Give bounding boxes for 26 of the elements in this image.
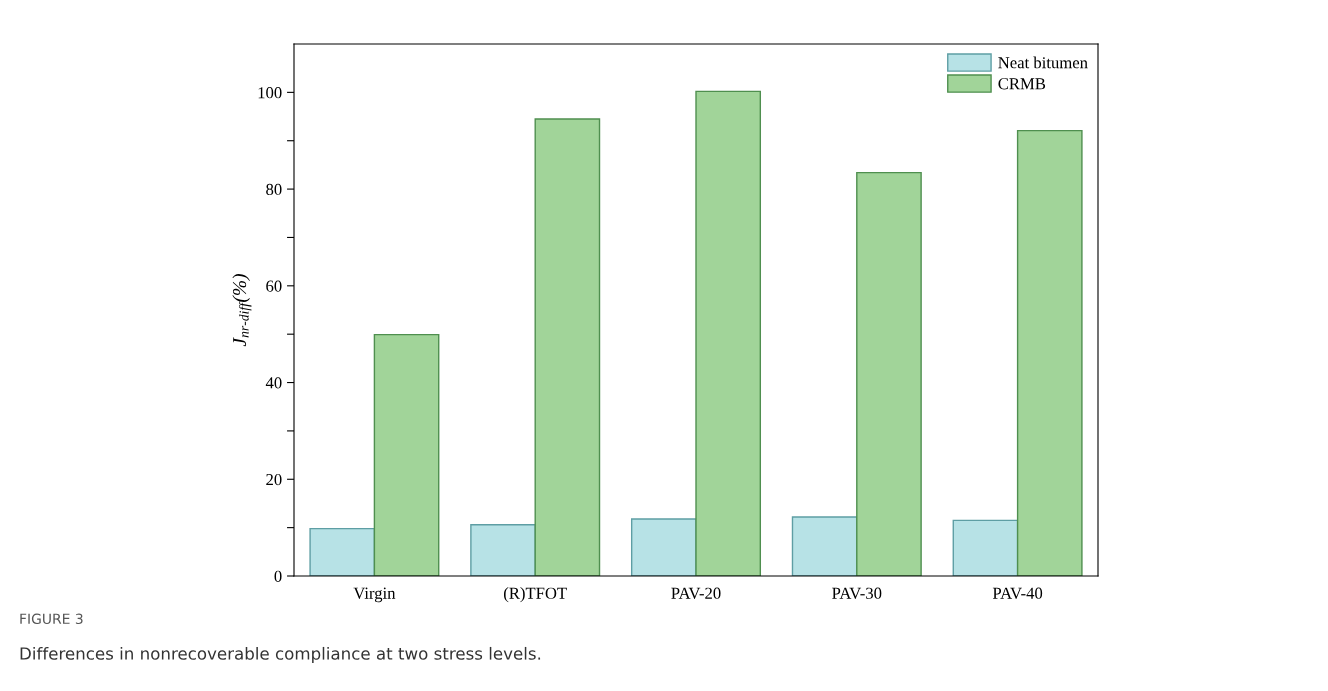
bar xyxy=(630,518,697,576)
bar xyxy=(856,171,922,576)
bar xyxy=(1016,129,1083,576)
x-tick-label: PAV-40 xyxy=(992,587,1043,599)
text: Differences in nonrecoverable compliance at two stress levels. xyxy=(20,646,541,664)
y-tick-label: 60 xyxy=(266,280,282,292)
y-tick-label: 80 xyxy=(266,183,282,196)
bar xyxy=(373,333,440,576)
bar xyxy=(952,519,1019,576)
x-tick-label: PAV-30 xyxy=(832,587,882,599)
y-tick-label: 20 xyxy=(266,473,282,486)
bar xyxy=(309,527,376,576)
bar xyxy=(695,90,762,576)
bar xyxy=(470,524,536,576)
y-tick-label: 100 xyxy=(258,87,282,99)
caption: FIGURE 3 xyxy=(20,613,83,625)
y-tick-label: 0 xyxy=(274,570,282,582)
y-tick-label: 40 xyxy=(265,377,282,389)
x-tick-label: (R)TFOT xyxy=(503,587,567,603)
y-axis-title: J$_{nr-diff}$(%) xyxy=(232,274,252,347)
legend-label: CRMB xyxy=(998,78,1046,90)
bar xyxy=(534,118,601,576)
x-tick-label: PAV-20 xyxy=(671,587,721,599)
legend-label: Neat bitumen xyxy=(998,56,1088,69)
x-tick-label: Virgin xyxy=(353,587,396,603)
bar xyxy=(791,516,858,576)
